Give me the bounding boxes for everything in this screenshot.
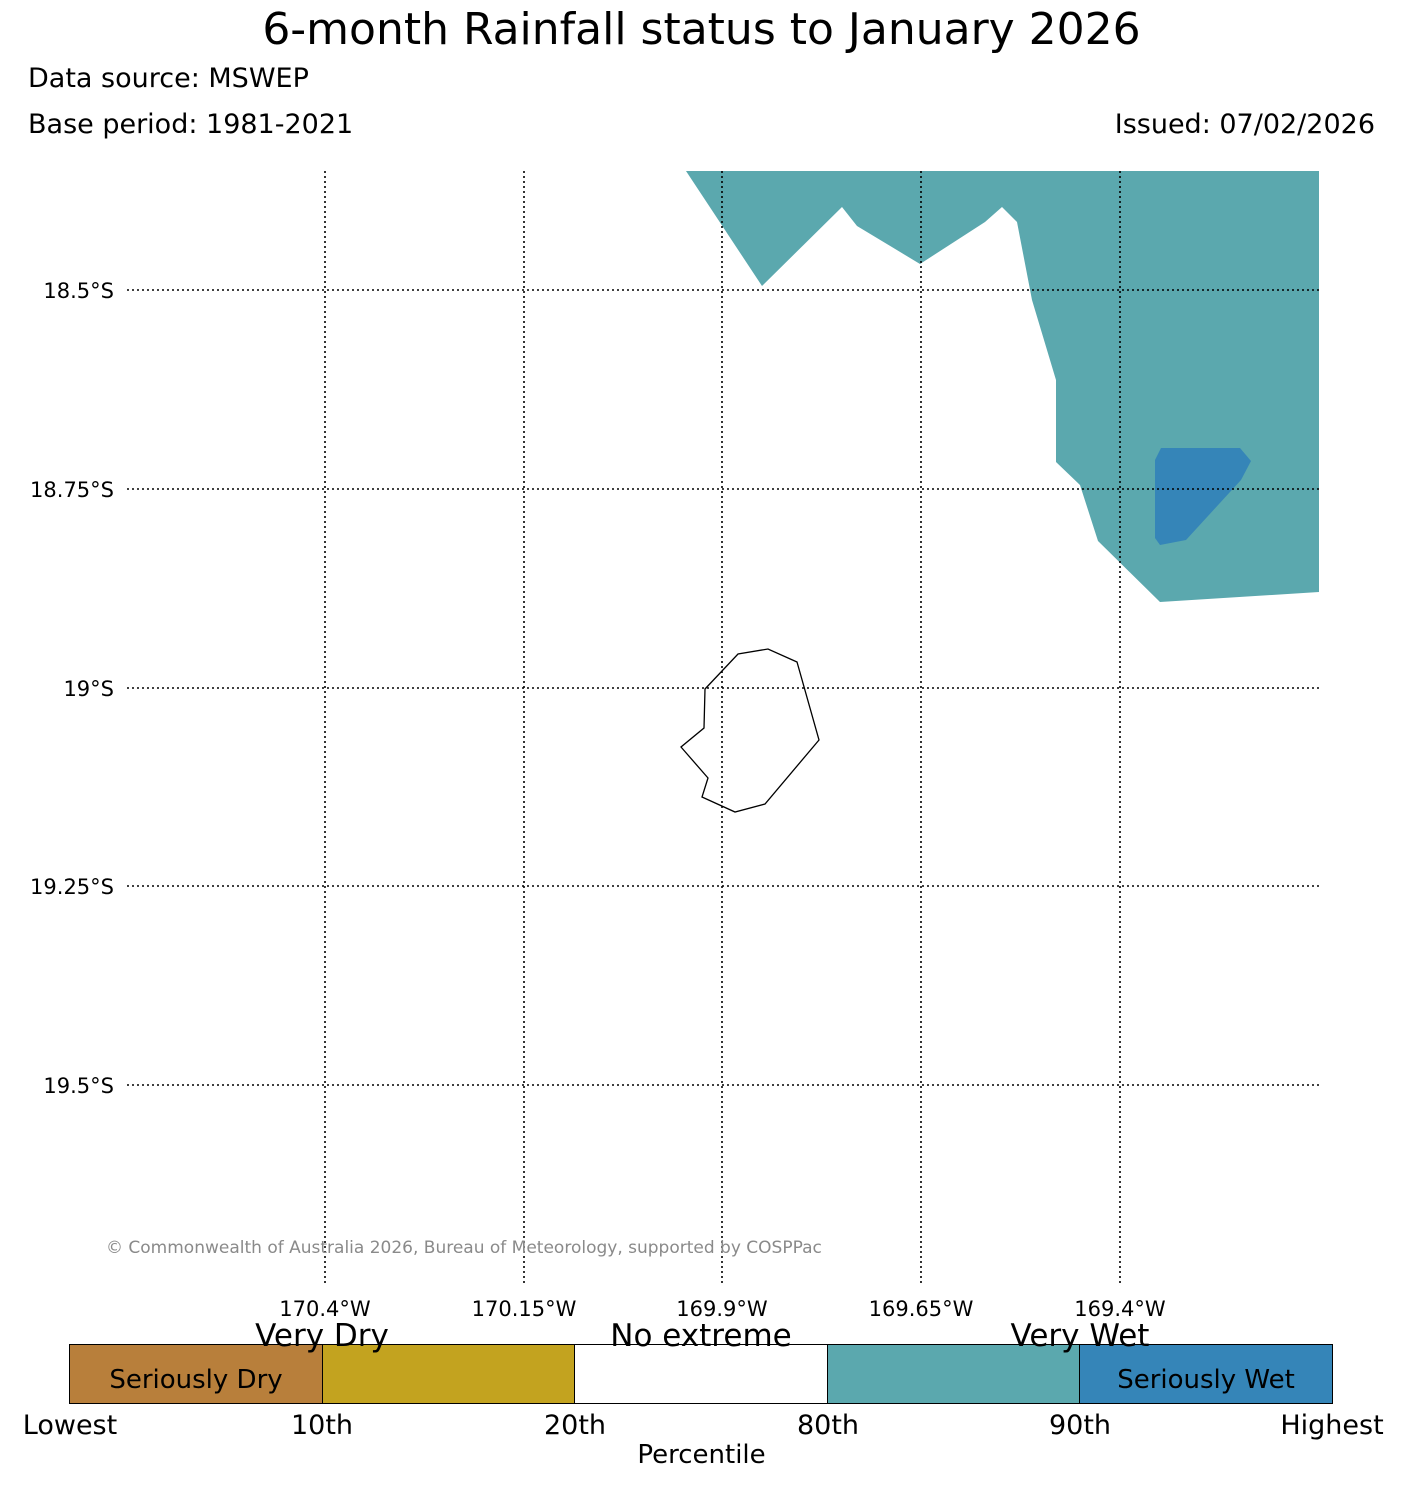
island-outline <box>680 648 820 813</box>
legend-tick: 90th <box>1048 1410 1112 1441</box>
base-period-text: Base period: 1981-2021 <box>28 109 354 140</box>
legend-tick: 80th <box>796 1410 860 1441</box>
legend-tick: Lowest <box>22 1410 118 1441</box>
legend-tick: 10th <box>290 1410 354 1441</box>
legend-label-very-dry: Very Dry <box>255 1318 389 1354</box>
lon-label: 169.4°W <box>1074 1297 1166 1321</box>
legend-segment-very-wet <box>828 1345 1080 1403</box>
lat-label: 19.5°S <box>43 1074 114 1098</box>
data-source-text: Data source: MSWEP <box>28 63 309 94</box>
legend-segment-seriously-wet <box>1080 1345 1332 1403</box>
legend-segment-seriously-dry <box>70 1345 323 1403</box>
legend-tick: Highest <box>1280 1410 1384 1441</box>
legend-label-very-wet: Very Wet <box>1010 1318 1150 1354</box>
lat-label: 19.25°S <box>30 875 114 899</box>
legend-axis-label: Percentile <box>637 1440 766 1470</box>
copyright-notice: © Commonwealth of Australia 2026, Bureau… <box>106 1238 822 1258</box>
lon-label: 169.9°W <box>676 1297 768 1321</box>
lon-label: 170.4°W <box>279 1297 371 1321</box>
legend-label-seriously-dry: Seriously Dry <box>109 1365 283 1395</box>
very-wet-region <box>686 171 1319 602</box>
issued-date-text: Issued: 07/02/2026 <box>1114 109 1375 140</box>
legend-bar <box>69 1344 1333 1404</box>
longitude-gridlines <box>324 171 1121 1285</box>
lon-label: 169.65°W <box>869 1297 974 1321</box>
lat-label: 19°S <box>63 677 114 701</box>
legend-label-no-extreme: No extreme <box>610 1318 792 1354</box>
latitude-gridlines <box>127 289 1319 1086</box>
lat-label: 18.75°S <box>30 478 114 502</box>
lon-label: 170.15°W <box>472 1297 577 1321</box>
map-title: 6-month Rainfall status to January 2026 <box>262 4 1141 55</box>
legend-segment-no-extreme <box>575 1345 828 1403</box>
legend-segment-very-dry <box>323 1345 575 1403</box>
lat-label: 18.5°S <box>43 279 114 303</box>
seriously-wet-region <box>1155 448 1251 545</box>
legend-tick: 20th <box>543 1410 607 1441</box>
legend-label-seriously-wet: Seriously Wet <box>1117 1365 1295 1395</box>
